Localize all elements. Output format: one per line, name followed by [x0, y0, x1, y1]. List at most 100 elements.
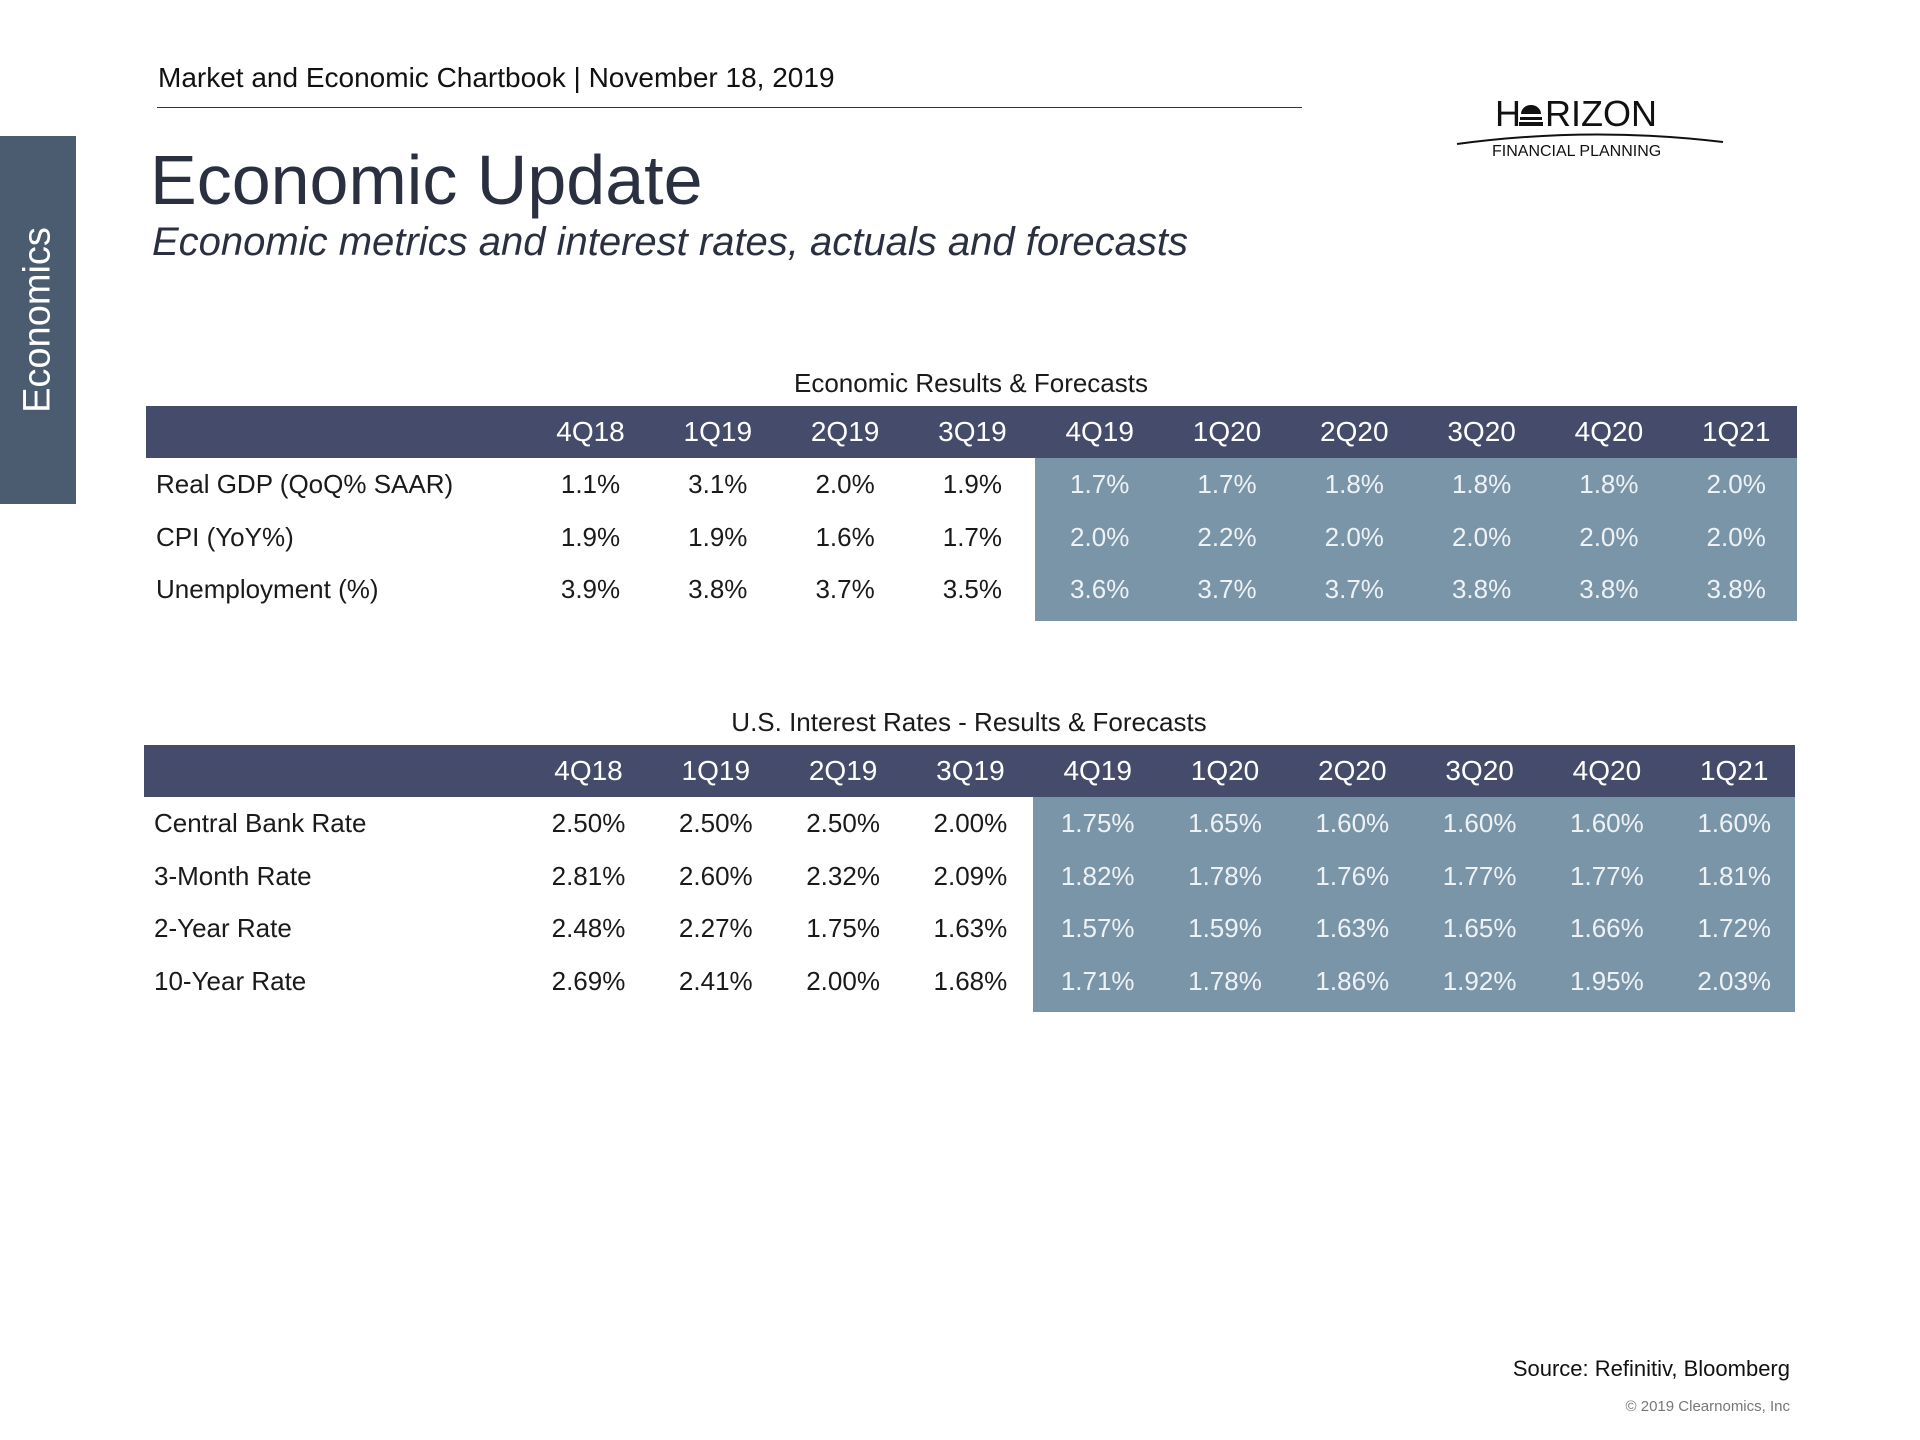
- sidebar-section-tab: Economics: [0, 136, 76, 504]
- forecast-cell: 1.72%: [1697, 913, 1772, 943]
- forecast-cell: 1.57%: [1060, 913, 1135, 943]
- column-header: 2Q20: [1320, 416, 1389, 447]
- actual-cell: 1.7%: [942, 521, 1003, 552]
- forecast-cell: 2.0%: [1579, 521, 1639, 552]
- interest-rates-table-title: U.S. Interest Rates - Results & Forecast…: [731, 707, 1207, 737]
- table-header-row: 4Q18 1Q19 2Q19 3Q19 4Q19 1Q20 2Q20 3Q20 4Q20 1Q21: [144, 745, 1795, 797]
- forecast-cell: 1.60%: [1442, 808, 1517, 838]
- column-header: 1Q21: [1701, 416, 1771, 447]
- forecast-cell: 1.65%: [1442, 913, 1517, 943]
- forecast-cell: 2.2%: [1197, 521, 1257, 552]
- row-label: 3-Month Rate: [154, 860, 312, 891]
- row-label: Real GDP (QoQ% SAAR): [156, 469, 454, 499]
- table-row: 3-Month Rate 2.81% 2.60% 2.32% 2.09% 1.82% 1.7…: [144, 850, 1795, 903]
- actual-cell: 1.9%: [688, 521, 748, 552]
- column-header: 2Q19: [808, 755, 878, 786]
- forecast-cell: 1.71%: [1060, 965, 1135, 996]
- table-row: 10-Year Rate 2.69% 2.41% 2.00% 1.68% 1.71% 1.7…: [144, 955, 1795, 1008]
- column-header: 1Q21: [1699, 755, 1769, 786]
- economic-results-table: 4Q18 1Q19 2Q19 3Q19 4Q19 1Q20 2Q20 3Q20 4Q20 1Q21…: [146, 406, 1797, 621]
- forecast-cell: 1.60%: [1570, 808, 1644, 838]
- source-note: Source: Refinitiv, Bloomberg: [1512, 1356, 1790, 1381]
- column-header: 1Q19: [683, 416, 753, 447]
- actual-cell: 1.9%: [942, 469, 1003, 499]
- forecast-cell: 1.7%: [1197, 469, 1257, 499]
- forecast-cell: 3.8%: [1579, 574, 1639, 604]
- forecast-cell: 2.0%: [1706, 521, 1766, 552]
- column-header: 3Q19: [936, 755, 1005, 786]
- forecast-cell: 2.0%: [1451, 521, 1512, 552]
- forecast-cell: 2.0%: [1324, 521, 1384, 552]
- forecast-cell: 1.82%: [1060, 860, 1135, 891]
- column-header: 4Q18: [556, 416, 625, 447]
- column-header: 4Q19: [1065, 416, 1134, 447]
- page-subtitle: Economic metrics and interest rates, act…: [152, 220, 1189, 264]
- actual-cell: 3.1%: [688, 469, 748, 499]
- logo-sun-icon: [1519, 105, 1543, 126]
- page-title: Economic Update: [150, 141, 703, 219]
- forecast-cell: 2.03%: [1697, 965, 1772, 996]
- column-header: 4Q19: [1063, 755, 1132, 786]
- table-header-row: 4Q18 1Q19 2Q19 3Q19 4Q19 1Q20 2Q20 3Q20 4Q20 1Q21: [146, 406, 1797, 458]
- forecast-cell: 1.81%: [1697, 860, 1772, 891]
- table-row: 2-Year Rate 2.48% 2.27% 1.75% 1.63% 1.57% 1.59…: [144, 902, 1795, 955]
- column-header: 4Q20: [1572, 755, 1642, 786]
- forecast-cell: 2.0%: [1070, 521, 1130, 552]
- interest-rates-table: 4Q18 1Q19 2Q19 3Q19 4Q19 1Q20 2Q20 3Q20 4Q20 1Q21…: [144, 745, 1795, 1012]
- forecast-cell: 1.8%: [1579, 469, 1639, 499]
- column-header: 3Q20: [1445, 755, 1514, 786]
- forecast-cell: 1.59%: [1188, 913, 1262, 943]
- forecast-cell: 3.7%: [1197, 574, 1257, 604]
- actual-cell: 3.8%: [688, 574, 748, 604]
- forecast-cell: 1.76%: [1315, 860, 1390, 891]
- forecast-cell: 1.65%: [1188, 808, 1262, 838]
- actual-cell: 2.50%: [806, 808, 880, 838]
- actual-cell: 1.68%: [933, 965, 1008, 996]
- table-row: Central Bank Rate 2.50% 2.50% 2.50% 2.00% 1.7…: [144, 797, 1795, 850]
- actual-cell: 1.6%: [815, 521, 875, 552]
- forecast-cell: 1.92%: [1442, 965, 1517, 996]
- logo-graphic: H RIZON FINANCIAL PLANNING: [1456, 93, 1724, 160]
- actual-cell: 3.9%: [560, 574, 621, 604]
- actual-cell: 3.7%: [815, 574, 875, 604]
- forecast-cell: 1.8%: [1324, 469, 1384, 499]
- actual-cell: 1.1%: [560, 469, 621, 499]
- row-label: Central Bank Rate: [154, 808, 367, 838]
- table-row: Real GDP (QoQ% SAAR) 1.1% 3.1% 2.0% 1.9% 1.7%…: [146, 458, 1797, 511]
- horizon-logo: H RIZON FINANCIAL PLANNING: [1455, 92, 1725, 164]
- logo-wordmark: H: [1495, 93, 1521, 134]
- row-label: 10-Year Rate: [154, 965, 307, 996]
- actual-cell: 3.5%: [942, 574, 1003, 604]
- forecast-cell: 2.0%: [1706, 469, 1766, 499]
- sidebar-section-label: Economics: [16, 227, 59, 413]
- table-row: CPI (YoY%) 1.9% 1.9% 1.6% 1.7% 2.0% 2.2% 2.0% 2.…: [146, 511, 1797, 564]
- actual-cell: 2.60%: [678, 860, 753, 891]
- copyright-note: © 2019 Clearnomics, Inc: [1625, 1398, 1790, 1415]
- actual-cell: 1.63%: [933, 913, 1008, 943]
- actual-cell: 2.0%: [815, 469, 875, 499]
- column-header: 4Q20: [1574, 416, 1644, 447]
- forecast-cell: 1.60%: [1697, 808, 1772, 838]
- row-label: 2-Year Rate: [154, 913, 292, 943]
- row-label: Unemployment (%): [156, 574, 379, 604]
- forecast-cell: 1.7%: [1070, 469, 1130, 499]
- forecast-cell: 1.77%: [1442, 860, 1517, 891]
- actual-cell: 2.41%: [678, 965, 753, 996]
- actual-cell: 2.50%: [551, 808, 626, 838]
- actual-cell: 2.48%: [551, 913, 626, 943]
- actual-cell: 1.75%: [806, 913, 880, 943]
- forecast-highlight: [1035, 458, 1797, 621]
- forecast-cell: 3.8%: [1451, 574, 1512, 604]
- table-row: Unemployment (%) 3.9% 3.8% 3.7% 3.5% 3.6% 3.7%…: [146, 563, 1797, 616]
- forecast-cell: 1.95%: [1570, 965, 1644, 996]
- column-header: 1Q20: [1190, 755, 1260, 786]
- logo-tagline: FINANCIAL PLANNING: [1492, 143, 1661, 160]
- forecast-cell: 3.7%: [1324, 574, 1384, 604]
- forecast-cell: 3.6%: [1070, 574, 1130, 604]
- column-header: 1Q19: [681, 755, 751, 786]
- actual-cell: 2.09%: [933, 860, 1008, 891]
- forecast-cell: 1.75%: [1060, 808, 1135, 838]
- actual-cell: 2.00%: [806, 965, 880, 996]
- actual-cell: 2.50%: [678, 808, 753, 838]
- economic-table-title: Economic Results & Forecasts: [793, 368, 1148, 398]
